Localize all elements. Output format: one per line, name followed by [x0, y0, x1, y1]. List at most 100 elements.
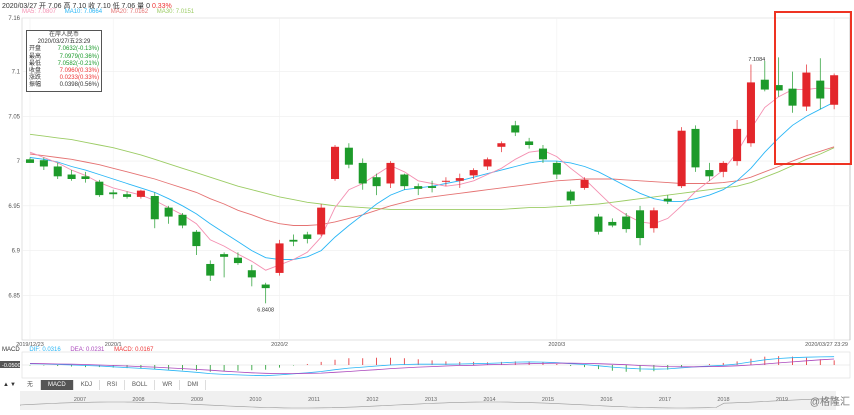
header-high-label: 高: [63, 3, 71, 10]
ma20-line: [29, 146, 835, 226]
macd-dif: DIF: 0.0316: [29, 347, 61, 353]
header-vol: 0: [146, 3, 150, 10]
macd-title: MACD: [2, 347, 20, 353]
candle-body: [830, 75, 839, 105]
candle-body: [372, 177, 381, 187]
overview-price-line: [19, 398, 837, 409]
candle-body: [53, 166, 62, 177]
candle-body: [303, 234, 312, 239]
candle-body: [455, 178, 464, 181]
macd-dea: DEA: 0.0231: [70, 347, 105, 353]
y-tick-label: 7.05: [8, 114, 20, 120]
candle-body: [511, 125, 520, 133]
y-tick-label: 6.95: [8, 204, 20, 210]
candle-body: [594, 216, 603, 232]
candle-body: [483, 159, 492, 167]
tooltip-row-low: 最低 7.0582(-0.21%): [29, 60, 99, 67]
header-vol-label: 量: [137, 3, 145, 10]
max-price-label: 7.1084: [748, 57, 765, 63]
candle-body: [580, 179, 589, 188]
y-tick-label: 6.85: [8, 293, 20, 299]
header-low-label: 低: [112, 3, 120, 10]
candle-body: [802, 72, 811, 107]
overview-year-label: 2010: [249, 397, 261, 403]
candle-body: [386, 162, 395, 184]
candle-body: [136, 190, 145, 197]
overview-year-label: 2009: [191, 397, 203, 403]
x-tick-label: 2020/3: [548, 342, 565, 348]
candle-body: [25, 159, 35, 163]
overview-year-label: 2007: [74, 397, 86, 403]
candle-body: [760, 79, 769, 90]
candle-body: [566, 191, 575, 201]
candle-body: [150, 195, 159, 220]
tooltip-row-open: 开盘 7.0632(-0.13%): [29, 46, 99, 53]
tab-none[interactable]: 无: [20, 380, 42, 390]
candle-body: [746, 82, 755, 144]
overview-year-label: 2012: [366, 397, 378, 403]
candle-body: [622, 216, 631, 230]
x-tick-label: 2020/1: [105, 342, 122, 348]
tab-wr[interactable]: WR: [155, 380, 181, 390]
highlight-box: [774, 11, 852, 165]
ma30-line: [29, 133, 835, 210]
candle-body: [788, 88, 797, 106]
candle-body: [636, 210, 645, 239]
candle-body: [719, 162, 728, 172]
overview-navigator[interactable]: 2007 2008 2009 2010 2011 2012 2013 2014 2015 2016…: [19, 391, 837, 410]
x-tick-label: 2020/2: [271, 342, 288, 348]
overview-year-label: 2017: [659, 397, 671, 403]
tooltip-datetime: 2020/03/27/五23:29: [37, 39, 91, 46]
candle-body: [538, 148, 548, 160]
candle-body: [358, 162, 367, 184]
overview-year-label: 2011: [308, 397, 320, 403]
header-date: 2020/03/27: [2, 3, 38, 10]
candle-body: [247, 270, 256, 278]
candle-body: [497, 143, 506, 147]
indicator-tabs: 无 MACD KDJ RSI BOLL WR DMI: [20, 380, 207, 390]
macd-axis-bg: [0, 361, 20, 368]
ma5-line: [29, 87, 835, 271]
ma20-legend: MA20: 7.0162: [110, 9, 149, 15]
candle-body: [178, 214, 187, 226]
next-button[interactable]: ▼: [10, 382, 16, 388]
y-tick-label: 6.9: [12, 249, 21, 255]
prev-button[interactable]: ▲: [3, 382, 9, 388]
candle-body: [552, 162, 561, 175]
price-tooltip: 在岸人民币 2020/03/27/五23:29 开盘 7.0632(-0.13%)…: [26, 30, 102, 92]
candle-body: [81, 176, 90, 179]
y-tick-label: 7.1: [12, 70, 21, 76]
candle-body: [317, 207, 326, 235]
candle-body: [816, 80, 825, 99]
candle-body: [649, 210, 658, 229]
macd-axis-label: -0.0500: [2, 363, 21, 369]
candle-body: [67, 174, 76, 179]
candle-body: [344, 147, 353, 165]
timeline-overview[interactable]: 2007 2008 2009 2010 2011 2012 2013 2014 2015 2016…: [19, 391, 837, 410]
x-tick-label: 2019/12/23: [16, 342, 44, 348]
ma30-legend: MA30: 7.0151: [156, 9, 195, 15]
ma-legend: MA5: 7.0807 MA10: 7.0664 MA20: 7.0162 MA…: [22, 9, 201, 15]
min-price-label: 6.8408: [257, 308, 274, 314]
header-change: 0.33%: [151, 3, 172, 10]
overview-year-label: 2018: [717, 397, 729, 403]
tab-dmi[interactable]: DMI: [180, 380, 207, 390]
tab-boll[interactable]: BOLL: [125, 380, 156, 390]
tab-macd[interactable]: MACD: [41, 380, 74, 390]
candle-body: [261, 284, 270, 289]
y-tick-label: 7.16: [8, 16, 20, 22]
candle-body: [39, 160, 48, 167]
tooltip-row-amplitude: 振幅 0.0398(0.56%): [29, 82, 99, 89]
ma10-legend: MA10: 7.0664: [64, 9, 103, 15]
overview-year-label: 2016: [600, 397, 612, 403]
tab-kdj[interactable]: KDJ: [74, 380, 101, 390]
tab-rsi[interactable]: RSI: [100, 380, 126, 390]
candle-body: [677, 130, 686, 187]
tooltip-row-change: 涨跌 0.0233(0.33%): [29, 75, 99, 82]
y-tick-label: 7: [17, 159, 21, 165]
candle-body: [441, 180, 450, 182]
header-close: 7.10: [97, 3, 111, 10]
x-tick-label: 2020/03/27 23:29: [805, 342, 848, 348]
candle-body: [233, 257, 242, 264]
